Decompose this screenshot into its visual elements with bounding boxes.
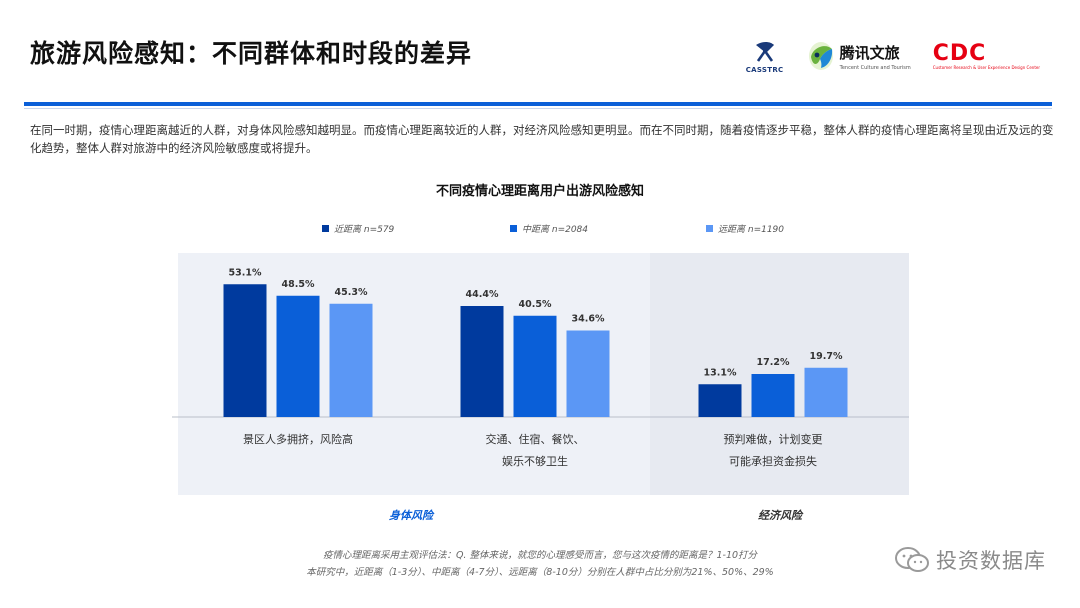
category-label-2-line-1: 交通、住宿、餐饮、	[486, 432, 585, 446]
category-label-3-line-2: 可能承担资金损失	[729, 454, 817, 468]
tencent-logo-name: 腾讯文旅	[839, 43, 900, 62]
casstrc-emblem-icon	[755, 41, 774, 62]
watermark: 投资数据库	[894, 545, 1046, 575]
footnote-distribution: 本研究中，近距离（1-3分）、中距离（4-7分）、远距离（8-10分）分别在人群…	[306, 567, 774, 578]
cdc-logo: CDC Customer Research & User Experience …	[932, 40, 1040, 70]
tencent-leaf-icon	[808, 42, 833, 70]
bar-cat3-series3	[804, 367, 848, 417]
bar-cat1-series2	[276, 295, 320, 417]
tencent-logo-subtitle: Tencent Culture and Tourism	[839, 64, 911, 71]
bar-cat2-series2	[513, 315, 557, 417]
legend-label-near: 近距离 n=579	[334, 225, 395, 235]
chart-title: 不同疫情心理距离用户出游风险感知	[435, 184, 644, 199]
bar-cat1-series3	[329, 303, 373, 417]
category-label-2-line-2: 娱乐不够卫生	[502, 454, 568, 468]
cdc-logo-subtitle: Customer Research & User Experience Desi…	[932, 64, 1040, 70]
page-title: 旅游风险感知：不同群体和时段的差异	[30, 39, 473, 68]
data-label-cat2-series1: 44.4%	[466, 289, 499, 300]
category-label-1-line-1: 景区人多拥挤，风险高	[243, 432, 353, 446]
category-label-3-line-1: 预判难做，计划变更	[724, 432, 823, 446]
bar-cat2-series1	[460, 306, 504, 417]
data-label-cat2-series3: 34.6%	[572, 314, 605, 325]
cdc-logo-name: CDC	[932, 40, 987, 66]
data-label-cat2-series2: 40.5%	[519, 299, 552, 310]
tencent-culture-logo: 腾讯文旅 Tencent Culture and Tourism	[808, 41, 911, 71]
footnote-method: 疫情心理距离采用主观评估法：Q. 整体来说，就您的心理感受而言，您与这次疫情的距…	[322, 550, 758, 561]
legend-item-far: 远距离 n=1190	[706, 222, 784, 235]
group-label-2: 经济风险	[758, 509, 804, 522]
data-label-cat3-series1: 13.1%	[704, 367, 737, 378]
legend-item-near: 近距离 n=579	[322, 222, 394, 235]
data-label-cat3-series2: 17.2%	[757, 357, 790, 368]
chart-legend: 近距离 n=579 中距离 n=2084 远距离 n=1190	[0, 222, 1080, 236]
casstrc-logo-text: CASSTRC	[745, 65, 784, 74]
bar-cat3-series1	[698, 384, 742, 417]
data-label-cat1-series3: 45.3%	[335, 287, 368, 298]
data-label-cat1-series2: 48.5%	[282, 279, 315, 290]
group-label-1: 身体风险	[389, 509, 435, 522]
partner-logos: CASSTRC 腾讯文旅 Tencent Culture and Tourism…	[744, 36, 1040, 76]
legend-label-far: 远距离 n=1190	[718, 225, 785, 235]
header-divider	[24, 102, 1052, 106]
header-divider-thin	[24, 108, 1052, 109]
intro-paragraph: 在同一时期，疫情心理距离越近的人群，对身体风险感知越明显。而疫情心理距离较近的人…	[30, 123, 1054, 155]
bar-cat2-series3	[566, 330, 610, 417]
legend-item-mid: 中距离 n=2084	[510, 222, 588, 235]
legend-label-mid: 中距离 n=2084	[522, 225, 589, 235]
footnotes: 疫情心理距离采用主观评估法：Q. 整体来说，就您的心理感受而言，您与这次疫情的距…	[0, 547, 1080, 581]
legend-swatch-mid	[510, 225, 517, 232]
legend-swatch-near	[322, 225, 329, 232]
legend-swatch-far	[706, 225, 713, 232]
wechat-icon	[895, 547, 929, 572]
bar-cat3-series2	[751, 374, 795, 417]
casstrc-logo: CASSTRC	[744, 39, 786, 74]
data-label-cat3-series3: 19.7%	[810, 351, 843, 362]
data-label-cat1-series1: 53.1%	[229, 267, 262, 278]
bar-cat1-series1	[223, 284, 267, 417]
watermark-text: 投资数据库	[936, 549, 1046, 573]
